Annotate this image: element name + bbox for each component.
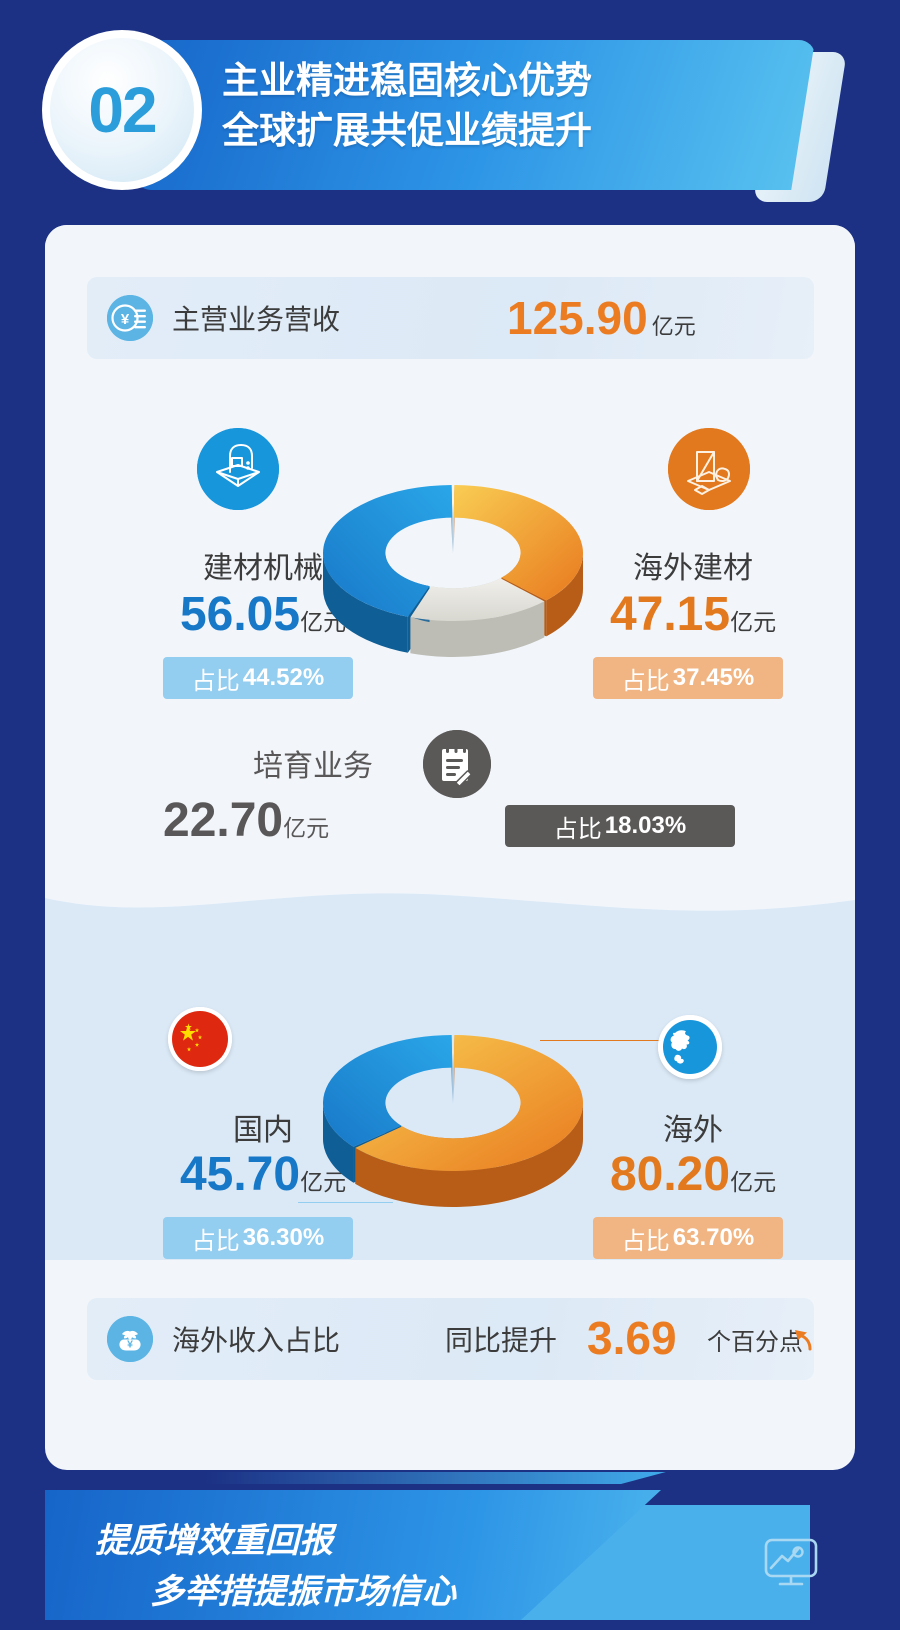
svg-text:¥: ¥ xyxy=(121,311,130,328)
svg-text:¥: ¥ xyxy=(127,1339,133,1351)
